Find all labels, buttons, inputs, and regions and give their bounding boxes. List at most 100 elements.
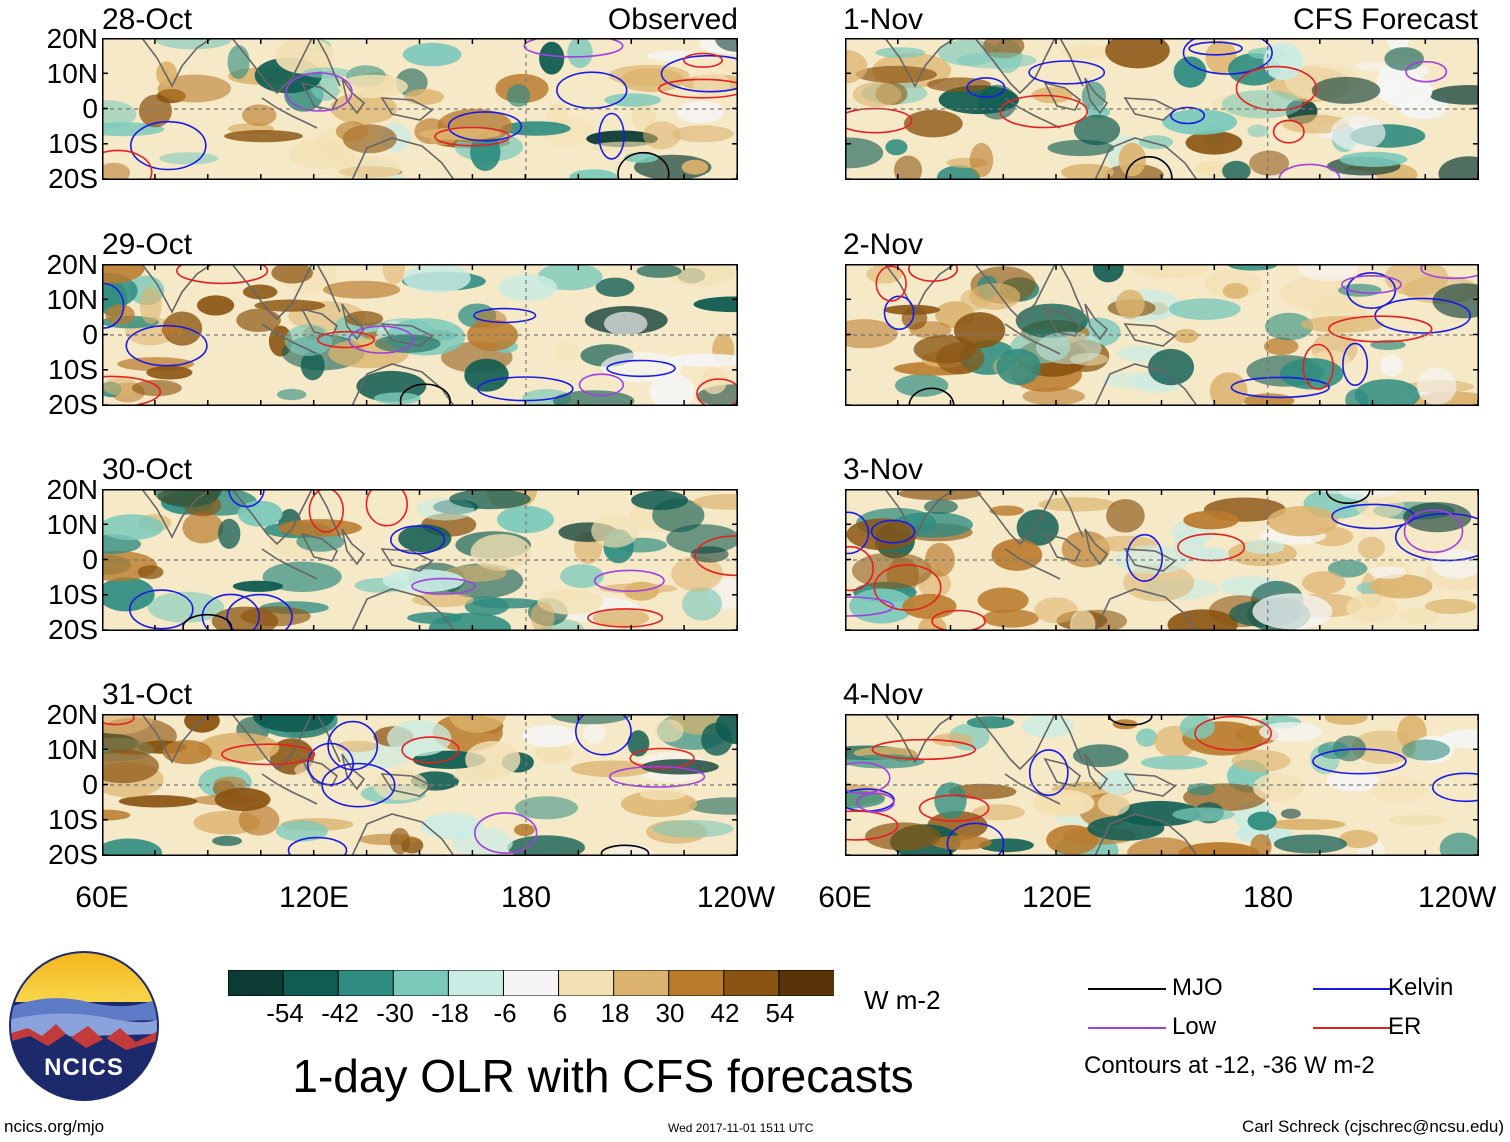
olr-anomaly-blob <box>865 822 941 851</box>
olr-anomaly-blob <box>137 565 164 580</box>
olr-anomaly-blob <box>1118 142 1146 177</box>
colorbar-segment <box>778 970 834 996</box>
lat-label: 0 <box>82 93 98 124</box>
wave-contour <box>102 375 162 406</box>
footer-timestamp: Wed 2017-11-01 1511 UTC <box>668 1121 814 1135</box>
wave-contour <box>128 589 194 630</box>
panel-date-1-nov: 1-Nov <box>843 3 924 36</box>
map-frame <box>845 38 1479 180</box>
olr-anomaly-blob <box>467 319 518 351</box>
olr-anomaly-blob <box>411 593 474 607</box>
lon-label: 120W <box>696 881 776 914</box>
colorbar-tick-label: -6 <box>493 998 517 1028</box>
wave-contour <box>401 736 460 764</box>
olr-anomaly-blob <box>688 797 738 815</box>
olr-anomaly-blob <box>903 109 963 138</box>
wave-contour <box>946 822 1005 856</box>
olr-anomaly-blob <box>118 795 198 808</box>
olr-anomaly-blob <box>1034 597 1078 624</box>
olr-anomaly-blob <box>652 820 734 838</box>
olr-anomaly-blob <box>569 169 618 180</box>
legend-swatch-low <box>1088 1027 1166 1029</box>
wave-contour <box>875 265 907 302</box>
wave-contour <box>870 519 916 544</box>
lat-label: 0 <box>82 769 98 800</box>
wave-contour <box>845 761 891 795</box>
olr-anomaly-blob <box>1249 150 1290 176</box>
olr-anomaly-blob <box>404 89 445 105</box>
colorbar-segment <box>447 970 505 996</box>
olr-anomaly-blob <box>138 94 172 128</box>
olr-anomaly-blob <box>1259 722 1322 742</box>
olr-anomaly-blob <box>497 505 554 534</box>
olr-anomaly-blob <box>449 714 506 733</box>
olr-anomaly-blob <box>1022 387 1085 406</box>
olr-anomaly-blob <box>1194 547 1229 563</box>
olr-anomaly-blob <box>652 498 705 533</box>
olr-anomaly-blob <box>931 835 992 850</box>
olr-anomaly-blob <box>1424 598 1477 615</box>
olr-anomaly-blob <box>1173 56 1207 88</box>
olr-anomaly-blob <box>102 514 164 541</box>
olr-anomaly-blob <box>1380 354 1403 377</box>
olr-anomaly-blob <box>232 580 283 592</box>
olr-anomaly-blob <box>390 827 410 855</box>
olr-anomaly-blob <box>1132 264 1208 278</box>
olr-anomaly-blob <box>242 284 278 300</box>
olr-anomaly-blob <box>1280 808 1301 819</box>
olr-anomaly-blob <box>693 296 738 313</box>
olr-anomaly-blob <box>693 72 731 99</box>
lat-label: 10N <box>46 509 98 540</box>
olr-anomaly-blob <box>1267 506 1339 537</box>
colorbar-segment <box>282 970 340 996</box>
olr-anomaly-blob <box>449 489 531 510</box>
colorbar-segment <box>668 970 725 996</box>
olr-anomaly-blob <box>1339 829 1379 849</box>
olr-anomaly-blob <box>275 820 328 842</box>
olr-anomaly-blob <box>1174 329 1199 343</box>
olr-anomaly-blob <box>213 776 247 792</box>
coastline <box>231 714 313 771</box>
lat-label: 20S <box>48 389 98 420</box>
olr-anomaly-blob <box>1141 755 1208 770</box>
olr-anomaly-blob <box>1384 47 1424 71</box>
olr-anomaly-blob <box>102 264 145 284</box>
olr-anomaly-blob <box>934 782 967 819</box>
olr-anomaly-blob <box>1300 316 1384 333</box>
coastline <box>316 489 341 538</box>
olr-anomaly-blob <box>102 838 163 856</box>
olr-anomaly-blob <box>895 374 949 397</box>
olr-anomaly-blob <box>474 310 507 329</box>
olr-anomaly-blob <box>398 524 452 553</box>
map-frame <box>102 264 738 406</box>
lon-label: 60E <box>818 881 872 914</box>
map-frame <box>102 714 738 856</box>
wave-contour <box>918 794 990 822</box>
olr-anomaly-blob <box>1135 728 1158 747</box>
lon-label: 120E <box>278 881 350 914</box>
wave-contour <box>176 264 269 285</box>
wave-contour <box>600 844 650 856</box>
olr-anomaly-blob <box>570 760 653 778</box>
wave-contour <box>593 569 665 593</box>
olr-anomaly-blob <box>1416 367 1457 405</box>
coastline <box>1123 548 1177 572</box>
olr-anomaly-blob <box>1209 372 1248 406</box>
wave-contour <box>1028 749 1069 797</box>
panel-date-4-nov: 4-Nov <box>843 678 924 711</box>
coastline <box>884 489 956 539</box>
olr-anomaly-blob <box>1097 792 1130 816</box>
olr-anomaly-blob <box>978 84 1017 120</box>
coastline <box>231 489 313 546</box>
lat-label: 10S <box>48 128 98 159</box>
lat-label: 20N <box>46 474 98 505</box>
coastline <box>300 81 339 111</box>
panel-date-28-oct: 28-Oct <box>102 3 193 36</box>
olr-anomaly-blob <box>1330 115 1386 151</box>
coastline <box>1094 137 1198 180</box>
colorbar-tick-label: -30 <box>376 998 414 1028</box>
olr-anomaly-blob <box>1403 502 1472 533</box>
wave-contour <box>845 511 870 555</box>
wave-contour <box>1302 343 1335 390</box>
coastline <box>231 264 313 321</box>
